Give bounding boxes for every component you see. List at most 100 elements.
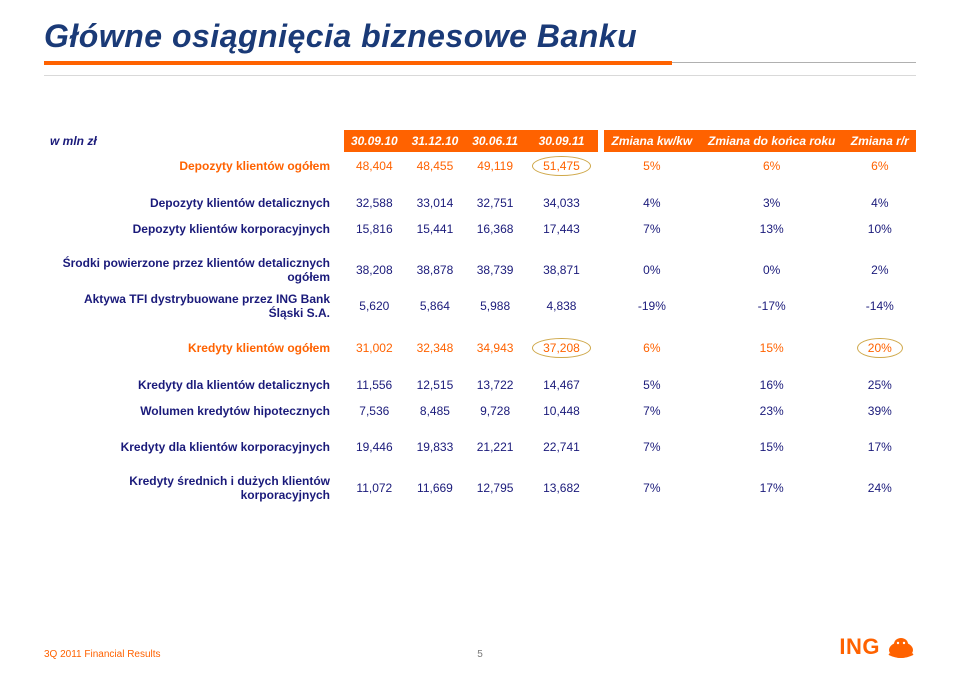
cell-value: 11,072 bbox=[344, 470, 405, 506]
table-row: Kredyty klientów ogółem31,00232,34834,94… bbox=[44, 334, 916, 362]
row-label: Kredyty średnich i dużych klientów korpo… bbox=[44, 470, 344, 506]
cell-value: 13,682 bbox=[525, 470, 598, 506]
cell-value: 9,728 bbox=[465, 398, 525, 424]
cell-pct: 2% bbox=[844, 252, 916, 288]
row-label: Kredyty dla klientów detalicznych bbox=[44, 372, 344, 398]
footer: 3Q 2011 Financial Results 5 ING bbox=[44, 634, 916, 660]
table-row: Kredyty dla klientów detalicznych11,5561… bbox=[44, 372, 916, 398]
cell-value: 48,404 bbox=[344, 152, 405, 180]
lion-icon bbox=[886, 634, 916, 660]
cell-value: 38,878 bbox=[405, 252, 466, 288]
row-label: Kredyty klientów ogółem bbox=[44, 334, 344, 362]
highlight-circle: 51,475 bbox=[532, 156, 591, 176]
cell-pct: 6% bbox=[604, 334, 700, 362]
cell-value: 21,221 bbox=[465, 434, 525, 460]
cell-value: 7,536 bbox=[344, 398, 405, 424]
cell-value: 5,988 bbox=[465, 288, 525, 324]
cell-pct: 0% bbox=[604, 252, 700, 288]
cell-value: 34,943 bbox=[465, 334, 525, 362]
footer-left-text: 3Q 2011 Financial Results bbox=[44, 649, 161, 660]
col-period-0: 30.09.10 bbox=[344, 130, 405, 152]
cell-value: 32,751 bbox=[465, 190, 525, 216]
cell-pct: -14% bbox=[844, 288, 916, 324]
table-row: Depozyty klientów detalicznych32,58833,0… bbox=[44, 190, 916, 216]
cell-pct: 39% bbox=[844, 398, 916, 424]
cell-value: 4,838 bbox=[525, 288, 598, 324]
cell-value: 11,556 bbox=[344, 372, 405, 398]
col-change-2: Zmiana r/r bbox=[844, 130, 916, 152]
cell-pct: 4% bbox=[844, 190, 916, 216]
row-label: Wolumen kredytów hipotecznych bbox=[44, 398, 344, 424]
table-row: Aktywa TFI dystrybuowane przez ING Bank … bbox=[44, 288, 916, 324]
cell-pct: 10% bbox=[844, 216, 916, 242]
cell-value: 22,741 bbox=[525, 434, 598, 460]
cell-pct: 15% bbox=[700, 334, 844, 362]
cell-pct: 6% bbox=[844, 152, 916, 180]
row-label: Aktywa TFI dystrybuowane przez ING Bank … bbox=[44, 288, 344, 324]
col-change-1: Zmiana do końca roku bbox=[700, 130, 844, 152]
cell-value: 14,467 bbox=[525, 372, 598, 398]
col-period-1: 31.12.10 bbox=[405, 130, 466, 152]
table-row: Kredyty dla klientów korporacyjnych19,44… bbox=[44, 434, 916, 460]
row-label: Kredyty dla klientów korporacyjnych bbox=[44, 434, 344, 460]
cell-value: 33,014 bbox=[405, 190, 466, 216]
cell-value: 12,795 bbox=[465, 470, 525, 506]
cell-value: 19,833 bbox=[405, 434, 466, 460]
cell-pct: 7% bbox=[604, 398, 700, 424]
table-row: Wolumen kredytów hipotecznych7,5368,4859… bbox=[44, 398, 916, 424]
cell-value: 31,002 bbox=[344, 334, 405, 362]
row-label: Depozyty klientów detalicznych bbox=[44, 190, 344, 216]
cell-pct: 7% bbox=[604, 216, 700, 242]
cell-value: 34,033 bbox=[525, 190, 598, 216]
cell-value: 12,515 bbox=[405, 372, 466, 398]
cell-value: 38,871 bbox=[525, 252, 598, 288]
page-title: Główne osiągnięcia biznesowe Banku bbox=[44, 18, 916, 55]
cell-pct: 6% bbox=[700, 152, 844, 180]
cell-value: 16,368 bbox=[465, 216, 525, 242]
cell-pct: 15% bbox=[700, 434, 844, 460]
table-row: Środki powierzone przez klientów detalic… bbox=[44, 252, 916, 288]
cell-value: 13,722 bbox=[465, 372, 525, 398]
table-row: Kredyty średnich i dużych klientów korpo… bbox=[44, 470, 916, 506]
cell-pct: 25% bbox=[844, 372, 916, 398]
cell-value: 5,620 bbox=[344, 288, 405, 324]
table-row: Depozyty klientów ogółem48,40448,45549,1… bbox=[44, 152, 916, 180]
cell-value: 38,739 bbox=[465, 252, 525, 288]
cell-pct: 3% bbox=[700, 190, 844, 216]
cell-value: 38,208 bbox=[344, 252, 405, 288]
highlight-circle: 37,208 bbox=[532, 338, 591, 358]
row-label: Depozyty klientów korporacyjnych bbox=[44, 216, 344, 242]
footer-page-number: 5 bbox=[477, 649, 483, 660]
cell-pct: 5% bbox=[604, 372, 700, 398]
row-label: Depozyty klientów ogółem bbox=[44, 152, 344, 180]
cell-value: 37,208 bbox=[525, 334, 598, 362]
cell-pct: 17% bbox=[700, 470, 844, 506]
cell-pct: 7% bbox=[604, 434, 700, 460]
cell-pct: 20% bbox=[844, 334, 916, 362]
cell-pct: 4% bbox=[604, 190, 700, 216]
row-header-label: w mln zł bbox=[44, 130, 344, 152]
cell-value: 10,448 bbox=[525, 398, 598, 424]
cell-value: 51,475 bbox=[525, 152, 598, 180]
cell-pct: 5% bbox=[604, 152, 700, 180]
cell-pct: 23% bbox=[700, 398, 844, 424]
ing-logo: ING bbox=[839, 634, 916, 660]
cell-value: 17,443 bbox=[525, 216, 598, 242]
cell-value: 15,441 bbox=[405, 216, 466, 242]
cell-value: 48,455 bbox=[405, 152, 466, 180]
cell-pct: 17% bbox=[844, 434, 916, 460]
table-row: Depozyty klientów korporacyjnych15,81615… bbox=[44, 216, 916, 242]
cell-pct: 0% bbox=[700, 252, 844, 288]
cell-pct: -19% bbox=[604, 288, 700, 324]
cell-pct: 7% bbox=[604, 470, 700, 506]
main-table: w mln zł 30.09.10 31.12.10 30.06.11 30.0… bbox=[44, 130, 916, 506]
cell-pct: -17% bbox=[700, 288, 844, 324]
col-period-2: 30.06.11 bbox=[465, 130, 525, 152]
col-period-3: 30.09.11 bbox=[525, 130, 598, 152]
cell-pct: 24% bbox=[844, 470, 916, 506]
col-change-0: Zmiana kw/kw bbox=[604, 130, 700, 152]
cell-value: 15,816 bbox=[344, 216, 405, 242]
cell-value: 32,348 bbox=[405, 334, 466, 362]
highlight-circle: 20% bbox=[857, 338, 903, 358]
cell-value: 11,669 bbox=[405, 470, 466, 506]
